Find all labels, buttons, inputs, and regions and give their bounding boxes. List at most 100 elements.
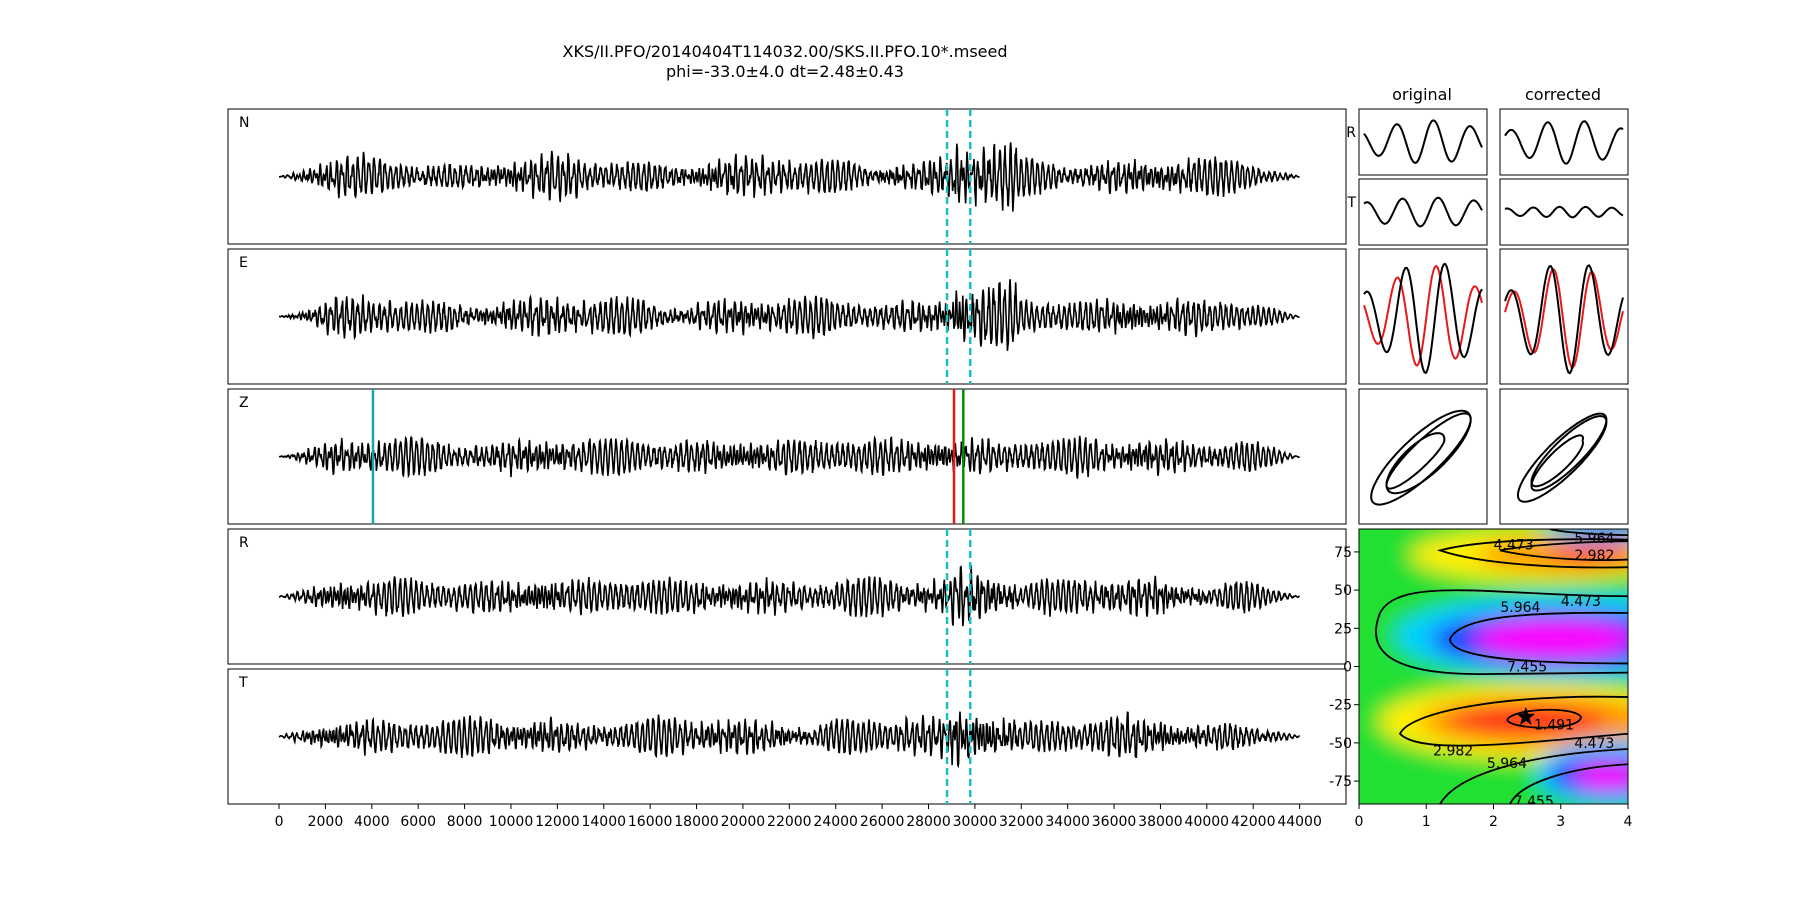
small-panel-label-r: R xyxy=(1346,125,1356,141)
contour-line xyxy=(1398,695,1628,747)
trace-panel-z: Z xyxy=(227,388,1347,525)
x-tick-label: 12000 xyxy=(535,814,580,830)
small-panel-overlay-corrected xyxy=(1499,248,1629,385)
x-tick-label: 2 xyxy=(1489,814,1498,830)
contour-label: 5.964 xyxy=(1487,756,1527,772)
panel-frame xyxy=(227,528,1347,665)
contour-label-text: 1.491 xyxy=(1534,718,1574,734)
panel-frame xyxy=(227,248,1347,385)
contour-label-text: 4.473 xyxy=(1494,537,1534,553)
x-tick-label: 18000 xyxy=(674,814,719,830)
trace-panel-r: R xyxy=(227,528,1347,665)
contour-label-text: 7.455 xyxy=(1514,794,1554,810)
best-fit-star-icon xyxy=(1516,706,1536,725)
r-component-trace xyxy=(1504,120,1624,165)
panel-frame xyxy=(1499,178,1629,246)
x-tick-label: 10000 xyxy=(489,814,534,830)
x-tick-label: 22000 xyxy=(767,814,812,830)
x-tick-label: 4000 xyxy=(354,814,390,830)
y-tick-label: -25 xyxy=(1329,698,1352,714)
trace-label: T xyxy=(238,675,248,691)
panel-frame xyxy=(1499,388,1629,525)
x-tick-label: 36000 xyxy=(1092,814,1137,830)
t-component-trace xyxy=(1363,196,1483,228)
x-tick-label: 40000 xyxy=(1185,814,1230,830)
panel-frame xyxy=(1358,248,1488,385)
x-tick-label: 3 xyxy=(1556,814,1565,830)
y-tick-label: -50 xyxy=(1329,736,1352,752)
panel-frame xyxy=(1358,388,1488,525)
contour-label-text: 7.455 xyxy=(1507,660,1547,676)
contour-line xyxy=(1436,538,1628,569)
contour-label: 5.964 xyxy=(1574,531,1614,547)
trace-panel-t: T xyxy=(227,668,1347,805)
small-panel-label-t: T xyxy=(1346,195,1356,211)
panel-frame xyxy=(1358,178,1488,246)
contours xyxy=(1375,529,1628,804)
x-tick-label: 26000 xyxy=(860,814,905,830)
overlay-black-trace xyxy=(1363,262,1483,374)
x-tick-label: 42000 xyxy=(1231,814,1276,830)
waveform xyxy=(278,435,1300,479)
x-tick-label: 1 xyxy=(1422,814,1431,830)
y-tick-label: 0 xyxy=(1343,660,1352,676)
overlay-black-trace xyxy=(1504,264,1624,375)
figure-title: XKS/II.PFO/20140404T114032.00/SKS.II.PFO… xyxy=(563,42,1008,61)
waveform xyxy=(279,142,1300,212)
panel-frame xyxy=(227,668,1347,805)
contour-label-text: 2.982 xyxy=(1433,744,1473,760)
contour-label-text: 5.964 xyxy=(1574,531,1614,547)
t-component-trace xyxy=(1504,205,1624,219)
x-tick-label: 2000 xyxy=(308,814,344,830)
small-panel-r-original xyxy=(1358,108,1488,176)
small-panel-t-corrected xyxy=(1499,178,1629,246)
small-panel-particle-motion-corrected xyxy=(1499,388,1629,525)
x-tick-label: 20000 xyxy=(721,814,766,830)
contour-line xyxy=(1509,763,1628,804)
y-tick-label: -75 xyxy=(1329,774,1352,790)
trace-panels: N E Z R T xyxy=(227,108,1347,805)
x-tick-label: 4 xyxy=(1624,814,1633,830)
column-title-corrected: corrected xyxy=(1525,85,1601,104)
small-panel-overlay-original xyxy=(1358,248,1488,385)
contour-line xyxy=(1499,540,1628,561)
waveform xyxy=(278,565,1300,627)
trace-label: E xyxy=(239,255,248,271)
x-tick-label: 38000 xyxy=(1138,814,1183,830)
particle-motion-trace xyxy=(1370,409,1472,506)
x-tick-label: 14000 xyxy=(581,814,626,830)
overlay-red-trace xyxy=(1363,264,1483,367)
contour-line xyxy=(1549,529,1628,537)
waveform xyxy=(279,279,1300,351)
x-tick-label: 30000 xyxy=(953,814,998,830)
x-tick-label: 28000 xyxy=(906,814,951,830)
y-tick-label: 25 xyxy=(1334,621,1352,637)
trace-panel-e: E xyxy=(227,248,1347,385)
x-tick-label: 0 xyxy=(1355,814,1364,830)
contour-label-text: 5.964 xyxy=(1487,756,1527,772)
contour-label: 2.982 xyxy=(1433,744,1473,760)
r-component-trace xyxy=(1363,119,1483,164)
small-panel-particle-motion-original xyxy=(1358,388,1488,525)
panel-frame xyxy=(1499,108,1629,176)
x-tick-label: 44000 xyxy=(1277,814,1322,830)
x-tick-label: 0 xyxy=(275,814,284,830)
contour-label: 2.982 xyxy=(1574,548,1614,564)
x-tick-label: 24000 xyxy=(813,814,858,830)
contour-line xyxy=(1439,748,1628,804)
y-tick-label: 75 xyxy=(1334,545,1352,561)
splitting-panels: RT xyxy=(1346,108,1629,525)
panel-frame xyxy=(1358,108,1488,176)
trace-panel-n: N xyxy=(227,108,1347,245)
trace-label: Z xyxy=(239,395,249,411)
contour-label-text: 5.964 xyxy=(1500,600,1540,616)
contour-label: 4.473 xyxy=(1494,537,1534,553)
waveform xyxy=(278,711,1300,769)
panel-frame xyxy=(1499,248,1629,385)
x-tick-label: 34000 xyxy=(1045,814,1090,830)
contour-label-text: 4.473 xyxy=(1574,736,1614,752)
y-tick-label: 50 xyxy=(1334,583,1352,599)
contour-label: 1.491 xyxy=(1534,718,1574,734)
